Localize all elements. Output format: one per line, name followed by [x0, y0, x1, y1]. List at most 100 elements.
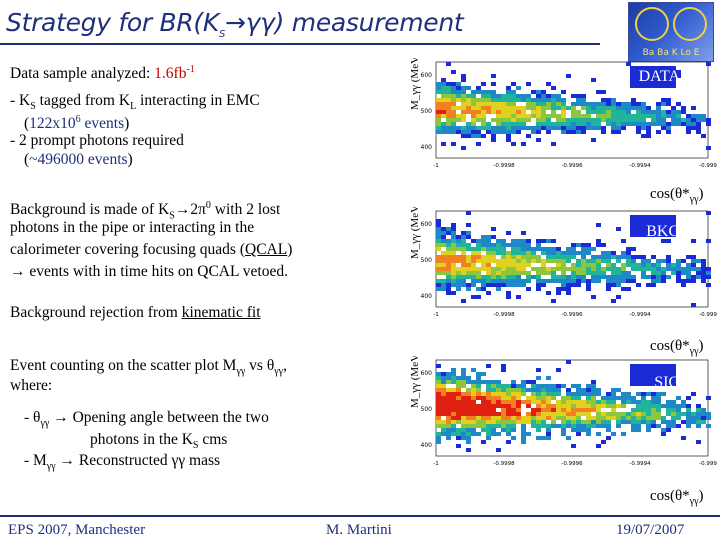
heat-cell [601, 243, 606, 247]
heat-cell [641, 396, 646, 400]
heat-cell [626, 118, 631, 122]
heat-cell [521, 267, 526, 271]
heat-cell [526, 106, 531, 110]
heat-cell [511, 388, 516, 392]
heat-cell [556, 122, 561, 126]
heat-cell [686, 416, 691, 420]
heat-cell [576, 384, 581, 388]
heat-cell [661, 416, 666, 420]
heat-cell [541, 118, 546, 122]
heat-cell [606, 251, 611, 255]
heat-cell [476, 287, 481, 291]
heat-cell [556, 287, 561, 291]
heat-cell [566, 420, 571, 424]
heat-cell [691, 126, 696, 130]
heat-cell [441, 396, 446, 400]
heat-cell [506, 94, 511, 98]
heat-cell [556, 94, 561, 98]
heat-cell [591, 106, 596, 110]
heat-cell [566, 74, 571, 78]
heat-cell [591, 279, 596, 283]
y-tick-label: 500 [421, 108, 433, 115]
heat-cell [461, 392, 466, 396]
heat-cell [556, 279, 561, 283]
heat-cell [651, 263, 656, 267]
heat-cell [591, 247, 596, 251]
heat-cell [621, 275, 626, 279]
heat-cell [566, 275, 571, 279]
heat-cell [496, 287, 501, 291]
x-tick-label: -0.9994 [629, 163, 651, 169]
heat-cell [596, 114, 601, 118]
heat-cell [456, 436, 461, 440]
heat-cell [546, 239, 551, 243]
heat-cell [506, 267, 511, 271]
heat-cell [571, 110, 576, 114]
heat-cell [651, 408, 656, 412]
x-tick-label: -0.9994 [629, 461, 651, 467]
heat-cell [461, 432, 466, 436]
heat-cell [441, 388, 446, 392]
heat-cell [691, 239, 696, 243]
heat-cell [616, 106, 621, 110]
heat-cell [491, 110, 496, 114]
heat-cell [441, 255, 446, 259]
heat-cell [531, 384, 536, 388]
heat-cell [526, 134, 531, 138]
heat-cell [531, 126, 536, 130]
heat-cell [656, 118, 661, 122]
heat-cell [571, 279, 576, 283]
heat-cell [441, 283, 446, 287]
heat-cell [501, 251, 506, 255]
heat-cell [671, 404, 676, 408]
heat-cell [571, 396, 576, 400]
heat-cell [461, 436, 466, 440]
heat-cell [546, 82, 551, 86]
heat-cell [436, 408, 441, 412]
heat-cell [561, 428, 566, 432]
heat-cell [611, 255, 616, 259]
heat-cell [466, 436, 471, 440]
heat-cell [501, 267, 506, 271]
heat-cell [501, 271, 506, 275]
heat-cell [701, 408, 706, 412]
heat-cell [586, 110, 591, 114]
y-tick-label: 400 [421, 442, 433, 449]
heat-cell [671, 263, 676, 267]
heat-cell [541, 404, 546, 408]
heat-cell [636, 408, 641, 412]
heat-cell [606, 255, 611, 259]
heat-cell [436, 420, 441, 424]
heat-cell [521, 271, 526, 275]
heat-cell [501, 255, 506, 259]
heat-cell [581, 424, 586, 428]
heat-cell [641, 263, 646, 267]
heat-cell [451, 372, 456, 376]
heat-cell [506, 114, 511, 118]
heat-cell [446, 267, 451, 271]
heat-cell [511, 251, 516, 255]
heat-cell [476, 416, 481, 420]
heat-cell [706, 275, 711, 279]
heat-cell [651, 392, 656, 396]
heat-cell [696, 118, 701, 122]
heat-cell [436, 432, 441, 436]
heat-cell [516, 263, 521, 267]
heat-cell [546, 436, 551, 440]
heat-cell [441, 412, 446, 416]
sample-line: Data sample analyzed: 1.6fb-1 [10, 60, 195, 83]
heat-cell [451, 70, 456, 74]
heat-cell [436, 440, 441, 444]
heat-cell [616, 424, 621, 428]
heat-cell [501, 130, 506, 134]
heat-cell [586, 259, 591, 263]
heat-cell [561, 126, 566, 130]
heat-cell [481, 267, 486, 271]
heat-cell [571, 255, 576, 259]
heat-cell [601, 98, 606, 102]
heat-cell [491, 404, 496, 408]
heat-cell [636, 102, 641, 106]
heat-cell [571, 400, 576, 404]
heat-cell [506, 416, 511, 420]
y-axis-label: M_γγ (MeV) [409, 58, 421, 110]
